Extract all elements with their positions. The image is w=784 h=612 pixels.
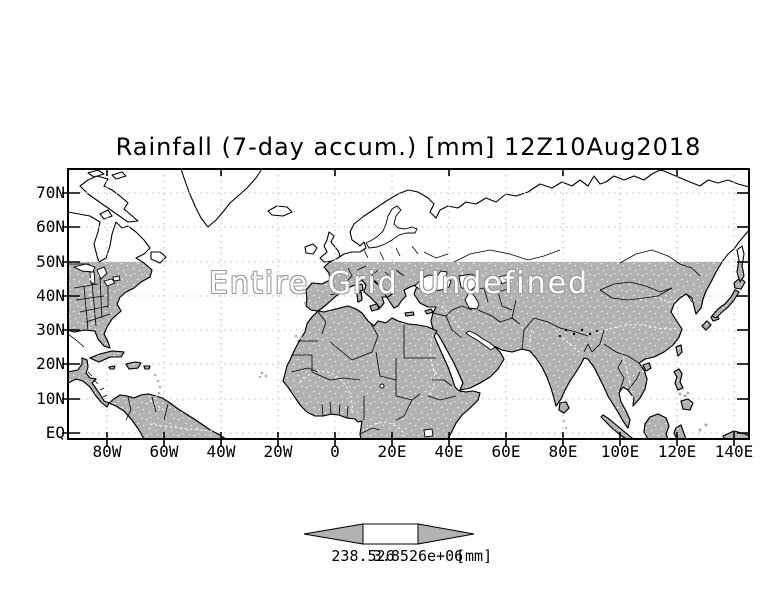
plot-title: Rainfall (7-day accum.) [mm] 12Z10Aug201… <box>115 133 702 161</box>
small-islands-dots <box>153 301 708 432</box>
colorbar <box>303 523 475 545</box>
x-axis-label-60e: 60E <box>491 442 521 461</box>
y-axis-label-20n: 20N <box>36 354 65 373</box>
map-frame <box>67 168 750 440</box>
colorbar-right-value: 3.8526e+06 <box>372 547 464 565</box>
x-axis-label-80e: 80E <box>548 442 578 461</box>
y-axis-label-60n: 60N <box>36 217 65 236</box>
y-axis-label-40n: 40N <box>36 286 65 305</box>
x-axis-label-20e: 20E <box>377 442 407 461</box>
y-axis-label-eq: EQ <box>45 423 65 442</box>
x-axis-label-120e: 120E <box>657 442 697 461</box>
x-axis-label-20w: 20W <box>263 442 293 461</box>
x-axis-label-0: 0 <box>330 442 340 461</box>
x-axis-label-100e: 100E <box>600 442 640 461</box>
colorbar-right-arrow <box>417 523 475 545</box>
colorbar-units: [mm] <box>456 547 493 565</box>
y-axis-label-70n: 70N <box>36 183 65 202</box>
y-axis-label-30n: 30N <box>36 320 65 339</box>
colorbar-left-arrow <box>303 523 364 545</box>
x-axis-label-80w: 80W <box>92 442 122 461</box>
colorbar-middle-box <box>362 523 419 545</box>
y-axis-label-50n: 50N <box>36 252 65 271</box>
y-axis-label-10n: 10N <box>36 389 65 408</box>
x-axis-label-60w: 60W <box>149 442 179 461</box>
grid-undefined-message: Entire Grid Undefined <box>209 266 590 301</box>
x-axis-label-40e: 40E <box>434 442 464 461</box>
x-axis-label-40w: 40W <box>206 442 236 461</box>
x-axis-label-140e: 140E <box>714 442 754 461</box>
colorbar-left-value: 238.526 <box>331 547 395 565</box>
political-borders <box>68 245 701 435</box>
lakes-inland-seas <box>72 205 509 438</box>
